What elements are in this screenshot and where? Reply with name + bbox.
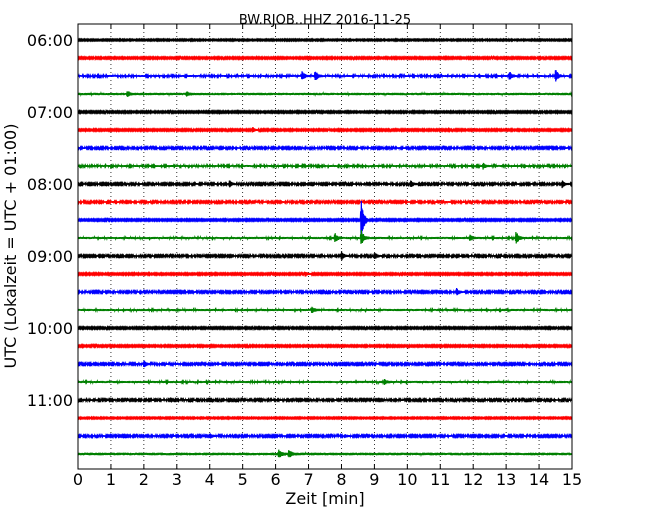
- x-tick-label: 0: [73, 470, 83, 489]
- seismic-trace-1130: [77, 432, 573, 440]
- seismic-trace-0615: [77, 54, 573, 62]
- seismic-trace-0800: [77, 180, 573, 189]
- seismic-traces: [77, 37, 573, 458]
- y-axis-label: UTC (Lokalzeit = UTC + 01:00): [1, 124, 20, 369]
- seismic-trace-1000: [77, 324, 573, 332]
- x-tick-label: 15: [562, 470, 582, 489]
- seismic-trace-0745: [77, 162, 573, 170]
- vertical-grid-lines: [110, 24, 540, 469]
- seismic-trace-1015: [77, 342, 573, 350]
- x-tick-label: 1: [106, 470, 116, 489]
- x-tick-label: 3: [172, 470, 182, 489]
- seismic-trace-0700: [77, 108, 573, 116]
- x-axis-ticks: 0 1 2 3 4 5 6 7 8 9 10 11 12 13 14 15: [73, 24, 582, 489]
- y-tick-label: 11:00: [27, 391, 73, 410]
- y-tick-label: 06:00: [27, 31, 73, 50]
- y-axis-ticks: 06:00 07:00 08:00 09:00 10:00 11:00: [27, 31, 572, 410]
- seismic-trace-0600: [77, 37, 573, 43]
- y-tick-label: 08:00: [27, 175, 73, 194]
- seismic-trace-1145: [77, 449, 573, 458]
- x-tick-label: 4: [205, 470, 215, 489]
- x-tick-label: 11: [430, 470, 450, 489]
- y-tick-label: 10:00: [27, 319, 73, 338]
- seismic-trace-0715: [77, 126, 573, 134]
- seismic-trace-0930: [77, 287, 573, 296]
- seismic-trace-1100: [77, 396, 573, 404]
- x-tick-label: 10: [397, 470, 417, 489]
- x-axis-label: Zeit [min]: [285, 489, 364, 508]
- seismic-trace-1045: [77, 378, 573, 386]
- plot-area-frame: [77, 23, 573, 470]
- x-tick-label: 14: [529, 470, 549, 489]
- seismic-trace-0630: [77, 70, 573, 82]
- seismic-trace-0645: [77, 90, 573, 98]
- x-tick-label: 9: [369, 470, 379, 489]
- x-tick-label: 12: [463, 470, 483, 489]
- x-tick-label: 5: [238, 470, 248, 489]
- chart-title: BW.RJOB..HHZ 2016-11-25: [239, 13, 411, 28]
- x-tick-label: 6: [271, 470, 281, 489]
- seismic-trace-0945: [77, 306, 573, 314]
- seismic-trace-1030: [77, 360, 573, 368]
- x-tick-label: 8: [336, 470, 346, 489]
- y-tick-label: 07:00: [27, 103, 73, 122]
- seismic-trace-1115: [77, 415, 573, 421]
- y-tick-label: 09:00: [27, 247, 73, 266]
- seismic-trace-0900: [77, 251, 573, 261]
- seismic-trace-0730: [77, 144, 573, 152]
- x-tick-label: 2: [139, 470, 149, 489]
- seismic-trace-0915: [77, 270, 573, 278]
- x-tick-label: 13: [496, 470, 516, 489]
- seismic-trace-0830: [77, 200, 573, 240]
- seismic-trace-0845: [77, 229, 573, 244]
- seismic-trace-0815: [77, 198, 573, 206]
- x-tick-label: 7: [303, 470, 313, 489]
